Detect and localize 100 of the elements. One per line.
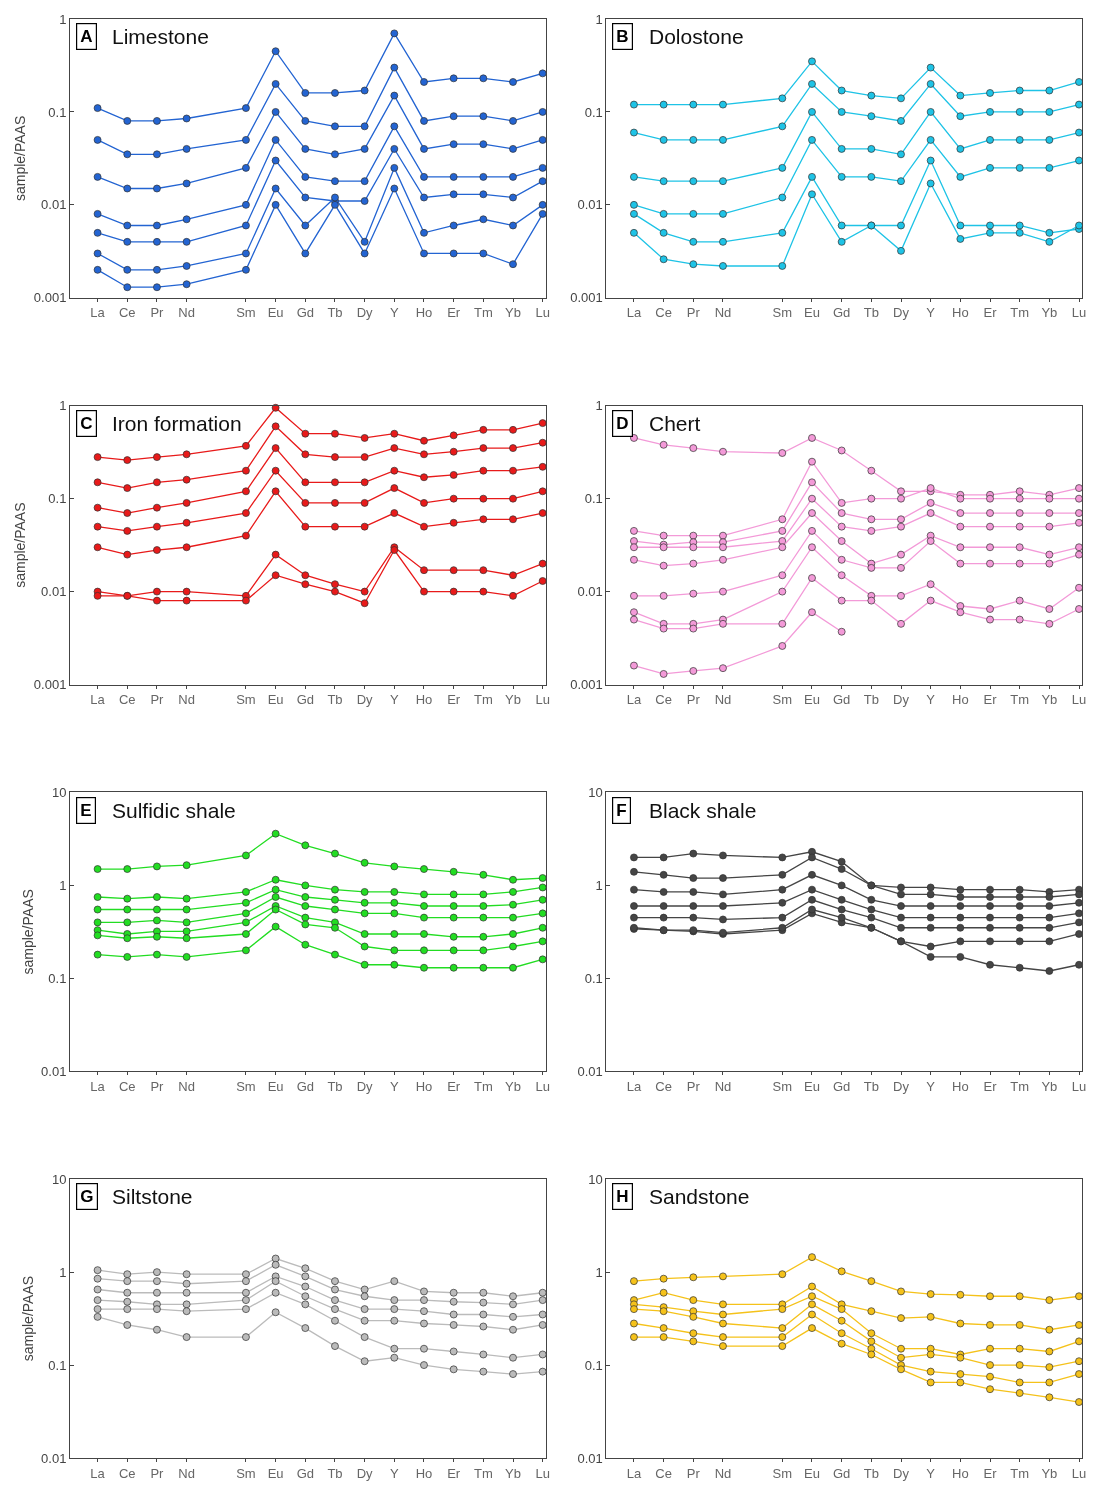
- chart-title: Siltstone: [112, 1185, 193, 1208]
- x-tick-label: Tm: [1010, 1465, 1030, 1481]
- x-tick-label: Eu: [804, 1078, 820, 1094]
- x-tick-label: Pr: [150, 1078, 165, 1094]
- x-tick-label: Tm: [473, 1465, 493, 1481]
- x-tick-label: Dy: [356, 305, 374, 321]
- y-tick-label: 0.001: [33, 290, 67, 306]
- annotation: F: [616, 801, 627, 821]
- x-tick-label: Y: [389, 1078, 399, 1094]
- x-tick-label: Yb: [1041, 305, 1058, 321]
- y-tick-label: 0.001: [570, 290, 603, 306]
- x-tick-label: Tb: [327, 1078, 343, 1094]
- x-tick-label: Ce: [655, 1078, 672, 1094]
- x-tick-label: Yb: [1041, 1078, 1058, 1094]
- x-tick-label: Dy: [893, 1078, 910, 1094]
- x-tick-label: Gd: [832, 692, 851, 708]
- annotation: A: [80, 27, 93, 47]
- chart-title: Black shale: [649, 799, 757, 822]
- y-tick-label: 0.001: [570, 677, 603, 693]
- annotation: H: [616, 1187, 629, 1207]
- x-tick-label: Y: [926, 692, 936, 708]
- x-tick-label: La: [90, 305, 106, 321]
- x-tick-label: Gd: [832, 305, 851, 321]
- x-tick-label: Eu: [267, 692, 284, 708]
- x-tick-label: Sm: [236, 1465, 256, 1481]
- y-axis-title: sample/PAAS: [12, 115, 29, 202]
- x-tick-label: Yb: [1041, 692, 1058, 708]
- x-tick-label: Y: [389, 305, 399, 321]
- y-tick-label: 10: [588, 1171, 603, 1187]
- x-tick-label: Y: [926, 305, 936, 321]
- y-tick-label: 0.01: [577, 584, 603, 600]
- annotation: D: [616, 414, 629, 434]
- x-tick-label: Ho: [952, 1465, 969, 1481]
- x-tick-label: Dy: [893, 305, 910, 321]
- x-tick-label: Gd: [296, 305, 314, 321]
- y-axis-title: sample/PAAS: [12, 502, 29, 588]
- annotation: C: [80, 414, 93, 434]
- x-tick-label: Ce: [118, 1078, 136, 1094]
- x-tick-label: Er: [983, 692, 998, 708]
- x-tick-label: Dy: [893, 692, 910, 708]
- y-axis-title: sample/PAAS: [19, 1275, 36, 1362]
- y-tick-label: 0.01: [577, 1450, 603, 1466]
- y-tick-label: 0.01: [41, 1450, 67, 1466]
- x-tick-label: Nd: [714, 692, 732, 708]
- x-tick-label: Er: [447, 692, 461, 708]
- x-tick-label: Ho: [415, 305, 433, 321]
- x-tick-label: Gd: [296, 692, 314, 708]
- x-tick-label: Ho: [415, 1078, 433, 1094]
- y-tick-label: 0.1: [584, 491, 603, 507]
- x-tick-label: Tb: [863, 1078, 879, 1094]
- annotation: E: [80, 801, 92, 821]
- x-tick-label: La: [626, 692, 642, 708]
- x-tick-label: Gd: [296, 1078, 314, 1094]
- x-tick-label: Nd: [178, 305, 195, 321]
- x-tick-label: Nd: [714, 1465, 732, 1481]
- y-tick-label: 0.01: [41, 1063, 67, 1079]
- y-tick-label: 0.01: [577, 1063, 603, 1079]
- x-tick-label: Dy: [356, 1465, 374, 1481]
- x-tick-label: Eu: [267, 1465, 284, 1481]
- x-tick-label: Ho: [952, 305, 969, 321]
- x-tick-label: Nd: [714, 1078, 732, 1094]
- y-tick-label: 0.001: [33, 677, 67, 693]
- x-tick-label: La: [626, 305, 642, 321]
- x-tick-label: Er: [447, 305, 461, 321]
- chart-title: Limestone: [112, 25, 209, 48]
- y-tick-label: 10: [51, 1171, 67, 1187]
- x-tick-label: Lu: [535, 1465, 550, 1481]
- x-tick-label: Tb: [327, 305, 343, 321]
- x-tick-label: Dy: [893, 1465, 910, 1481]
- x-tick-label: Nd: [714, 305, 732, 321]
- x-tick-label: La: [90, 1078, 106, 1094]
- y-tick-label: 1: [59, 11, 67, 27]
- x-tick-label: Yb: [505, 1078, 521, 1094]
- x-tick-label: Tm: [473, 305, 493, 321]
- x-tick-label: Eu: [804, 305, 820, 321]
- x-tick-label: Ce: [655, 305, 672, 321]
- y-tick-label: 1: [59, 398, 67, 414]
- x-tick-label: La: [90, 1465, 106, 1481]
- x-tick-label: Pr: [150, 692, 165, 708]
- y-tick-label: 0.01: [577, 197, 603, 213]
- x-tick-label: Pr: [686, 305, 701, 321]
- y-tick-label: 10: [588, 785, 603, 801]
- x-tick-label: Tm: [1010, 1078, 1030, 1094]
- x-tick-label: Er: [983, 1078, 998, 1094]
- x-tick-label: La: [626, 1465, 642, 1481]
- y-tick-label: 0.1: [48, 1357, 67, 1373]
- x-tick-label: Dy: [356, 1078, 374, 1094]
- x-tick-label: Y: [389, 692, 399, 708]
- x-tick-label: Ce: [118, 692, 136, 708]
- x-tick-label: Ho: [415, 692, 433, 708]
- x-tick-label: Yb: [505, 1465, 521, 1481]
- x-tick-label: La: [90, 692, 106, 708]
- x-tick-label: Sm: [236, 1078, 256, 1094]
- x-tick-label: Ce: [118, 1465, 136, 1481]
- y-tick-label: 0.1: [584, 1357, 603, 1373]
- x-tick-label: Y: [926, 1465, 936, 1481]
- x-tick-label: Tb: [863, 305, 879, 321]
- x-tick-label: Sm: [772, 1465, 793, 1481]
- x-tick-label: Sm: [772, 1078, 793, 1094]
- x-tick-label: Eu: [267, 305, 284, 321]
